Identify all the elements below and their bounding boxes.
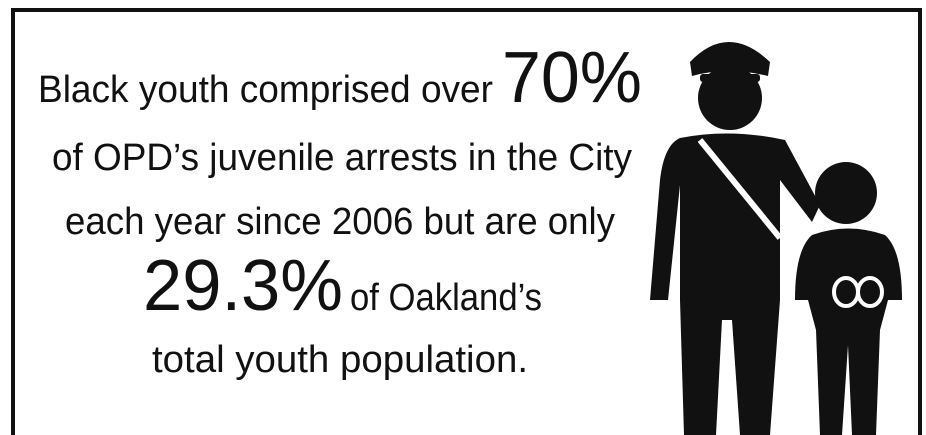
child-icon (795, 162, 902, 435)
statement-text: each year since 2006 but are only (65, 201, 615, 243)
statement-text: of OPD’s juvenile arrests in the City (52, 137, 632, 179)
highlight-percent: 70% (502, 38, 642, 118)
statement-text: of Oakland’s (350, 277, 542, 319)
frame (11, 8, 922, 435)
statement-text: Black youth comprised over (38, 69, 493, 111)
officer-icon (650, 42, 820, 435)
statement-text: total youth population. (152, 339, 528, 381)
highlight-percent: 29.3% (143, 246, 343, 326)
